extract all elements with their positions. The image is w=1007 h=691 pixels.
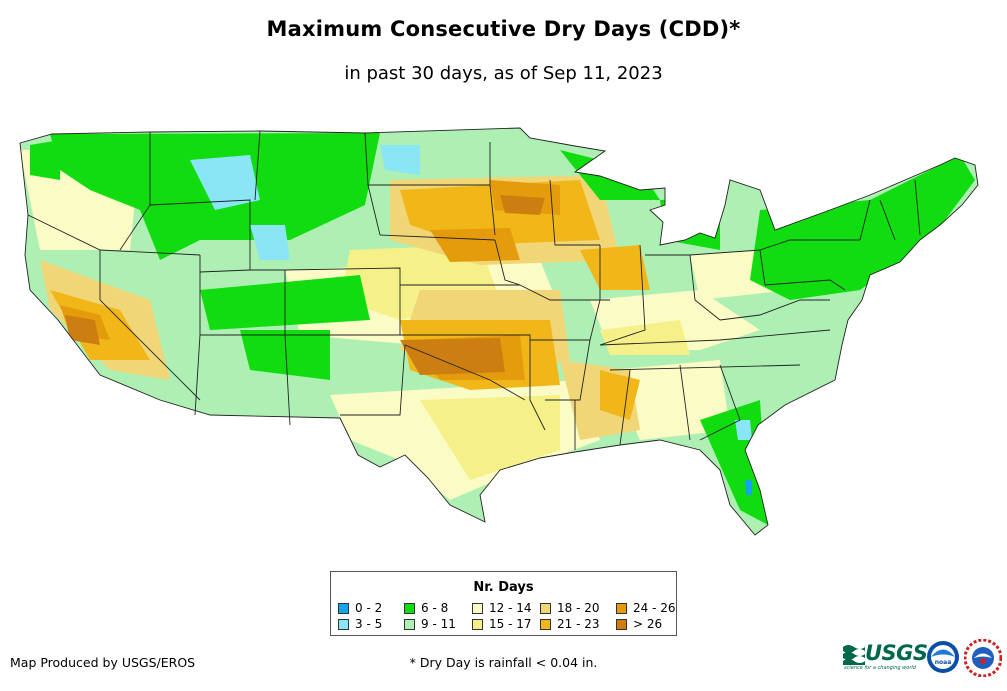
legend-swatch <box>338 603 349 614</box>
state-boundaries <box>19 127 979 536</box>
legend-swatch <box>616 603 627 614</box>
nws-logo-icon <box>964 639 1002 677</box>
legend-item: 24 - 26 <box>616 601 676 615</box>
usgs-wave-icon <box>843 645 865 665</box>
agency-logos: USGS science for a changing world noaa <box>843 639 1003 677</box>
map-credit: Map Produced by USGS/EROS <box>10 655 196 670</box>
legend: Nr. Days 0 - 2 3 - 5 6 - 8 9 - 11 12 - 14 15 … <box>330 571 677 636</box>
legend-swatch <box>540 619 551 630</box>
legend-label: 6 - 8 <box>421 601 449 615</box>
noaa-logo-text: noaa <box>935 659 952 666</box>
us-dry-days-map <box>19 127 979 536</box>
legend-item: 3 - 5 <box>338 617 382 631</box>
legend-swatch <box>540 603 551 614</box>
legend-swatch <box>404 603 415 614</box>
legend-item: 18 - 20 <box>540 601 600 615</box>
legend-label: 9 - 11 <box>421 617 456 631</box>
legend-label: 15 - 17 <box>489 617 532 631</box>
legend-swatch <box>404 619 415 630</box>
legend-item: 6 - 8 <box>404 601 448 615</box>
map-subtitle: in past 30 days, as of Sep 11, 2023 <box>344 63 663 84</box>
legend-swatch <box>616 619 627 630</box>
legend-label: 21 - 23 <box>557 617 600 631</box>
usgs-logo-text: USGS <box>865 641 928 665</box>
legend-item: 9 - 11 <box>404 617 456 631</box>
legend-swatch <box>472 603 483 614</box>
legend-swatch <box>338 619 349 630</box>
legend-label: 18 - 20 <box>557 601 600 615</box>
legend-label: 12 - 14 <box>489 601 532 615</box>
legend-item: 15 - 17 <box>472 617 532 631</box>
legend-item: 21 - 23 <box>540 617 600 631</box>
legend-label: 3 - 5 <box>355 617 383 631</box>
legend-label: > 26 <box>633 617 663 631</box>
legend-item: 12 - 14 <box>472 601 532 615</box>
map-title: Maximum Consecutive Dry Days (CDD)* <box>266 17 741 41</box>
noaa-logo-icon: noaa <box>927 641 959 673</box>
legend-label: 24 - 26 <box>633 601 676 615</box>
legend-label: 0 - 2 <box>355 601 383 615</box>
legend-title: Nr. Days <box>473 580 534 595</box>
usgs-tagline: science for a changing world <box>844 665 916 671</box>
legend-item: 0 - 2 <box>338 601 382 615</box>
footnote: * Dry Day is rainfall < 0.04 in. <box>409 655 598 670</box>
legend-swatch <box>472 619 483 630</box>
legend-item: > 26 <box>616 617 662 631</box>
